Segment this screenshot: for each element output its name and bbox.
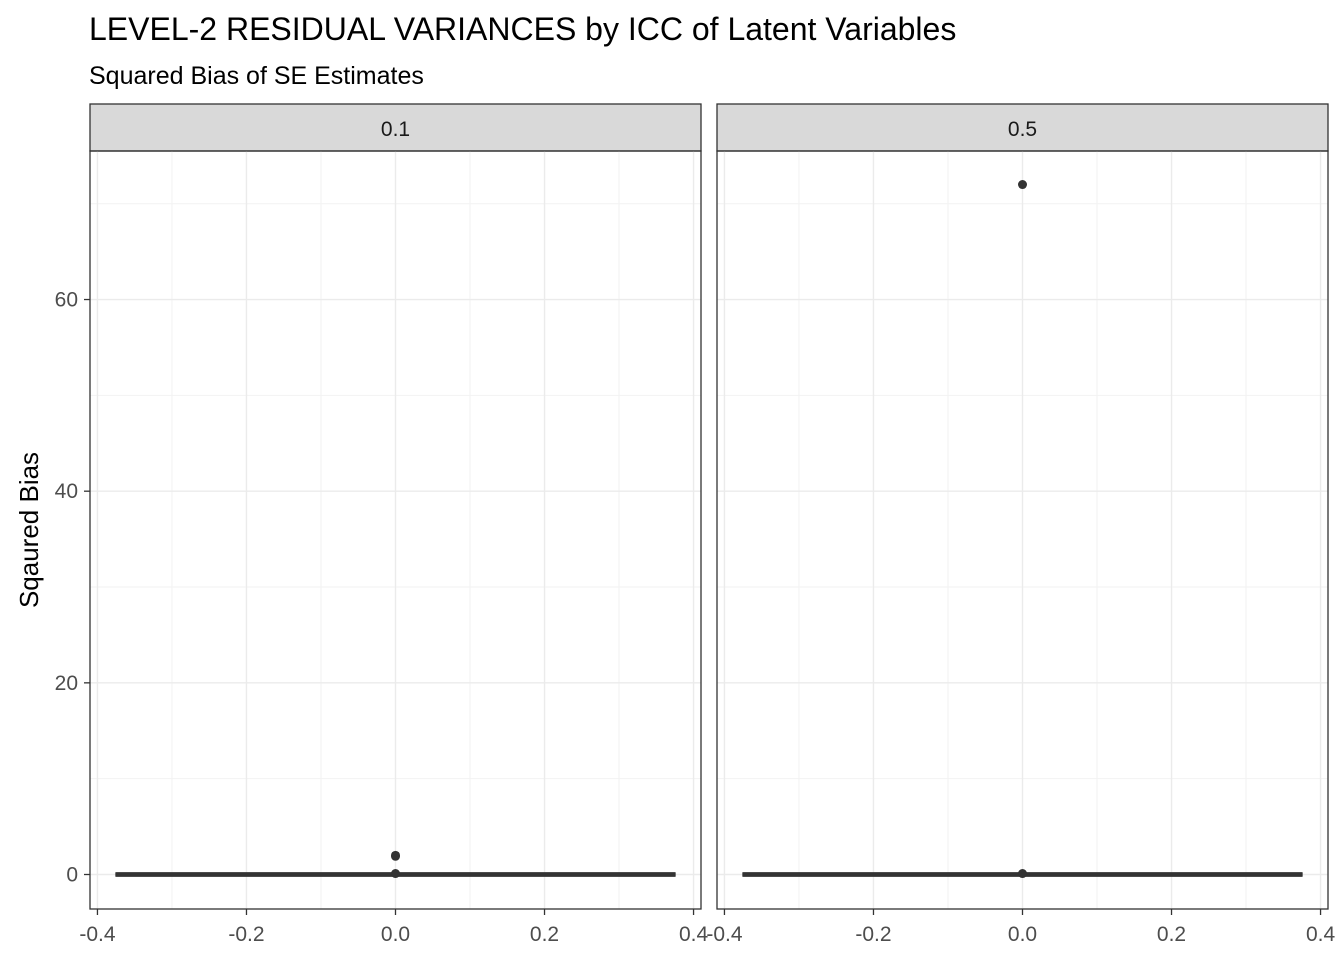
facet-panel: 0.5 -0.4 -0.2 0.0 0.2 0.4 — [706, 103, 1336, 946]
y-tick-label: 60 — [55, 289, 78, 312]
outlier-point — [1018, 869, 1027, 879]
x-tick-label: 0.4 — [1306, 923, 1336, 946]
outlier-point — [391, 869, 400, 879]
x-tick-label: 0.2 — [530, 923, 559, 946]
x-tick-label: -0.2 — [855, 923, 891, 946]
chart-title: LEVEL-2 RESIDUAL VARIANCES by ICC of Lat… — [89, 11, 956, 47]
facet-strip — [716, 103, 1329, 152]
x-tick-label: 0.2 — [1157, 923, 1186, 946]
outlier-point — [1018, 180, 1027, 190]
y-tick-label: 20 — [55, 672, 78, 695]
x-tick-label: 0.0 — [1008, 923, 1037, 946]
x-tick-label: -0.4 — [79, 923, 116, 946]
x-tick-label: 0.0 — [381, 923, 410, 946]
y-tick-label: 0 — [66, 864, 78, 887]
x-tick-label: 0.4 — [679, 923, 709, 946]
y-tick-label: 40 — [55, 480, 78, 503]
x-tick-label: -0.4 — [706, 923, 743, 946]
facet-panel: 0.1 -0.4 -0.2 0.0 0.2 0.4 0 20 40 60 — [55, 103, 709, 946]
facet-strip — [89, 103, 702, 152]
x-tick-label: -0.2 — [228, 923, 264, 946]
y-axis-title: Sqaured Bias — [14, 452, 44, 608]
chart-subtitle: Squared Bias of SE Estimates — [89, 62, 424, 90]
facet-strip-label: 0.1 — [381, 118, 410, 141]
facet-strip-label: 0.5 — [1008, 118, 1037, 141]
outlier-point — [391, 851, 400, 861]
